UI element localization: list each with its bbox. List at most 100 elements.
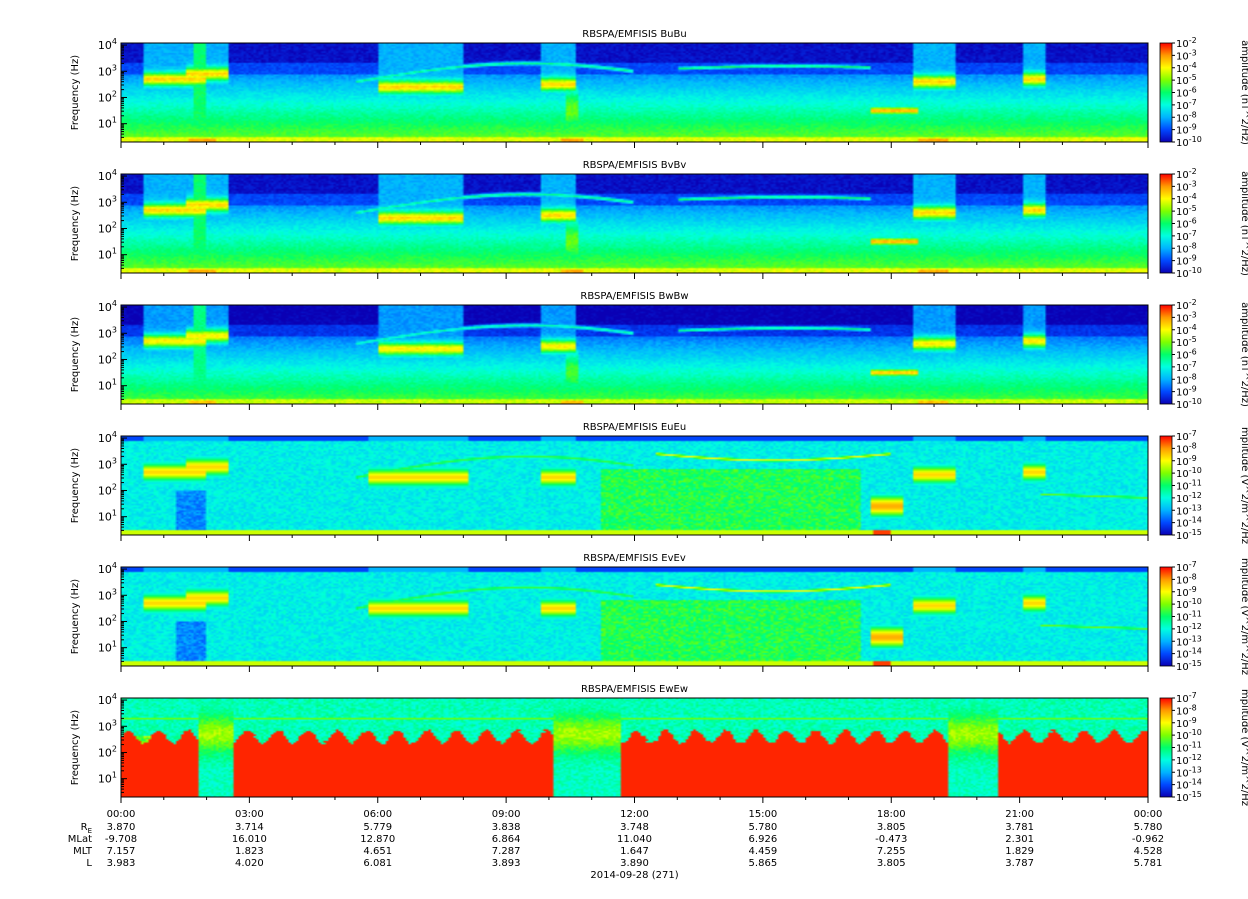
x-tick-label: 00:00 [1134,809,1163,820]
panel-title: RBSPA/EMFISIS BwBw [580,291,688,302]
y-tick-label: 102 [98,613,117,628]
colorbar-tick-label: 10-15 [1176,528,1202,542]
colorbar-tick-exponent: -7 [1189,560,1197,569]
ephemeris-value: -0.473 [875,834,907,845]
y-tick-exponent: 2 [112,613,117,622]
y-axis-label: Frequency (Hz) [70,186,81,262]
y-tick-label: 101 [98,509,117,524]
ephemeris-label-subscript: E [88,827,92,835]
y-tick-exponent: 3 [112,63,117,72]
colorbar-tick-label: 10-15 [1176,659,1202,673]
colorbar-label: mplitude (V^2/m^2/Hz [1239,427,1248,544]
y-tick-exponent: 3 [112,194,117,203]
colorbar-tick-exponent: -7 [1189,429,1197,438]
ephemeris-value: 4.020 [235,858,264,869]
y-tick-exponent: 4 [112,430,117,439]
ephemeris-value: 3.805 [877,858,906,869]
y-tick-exponent: 1 [112,640,117,649]
ephemeris-value: 3.890 [620,858,649,869]
y-tick-exponent: 4 [112,299,117,308]
y-axis-label: Frequency (Hz) [70,579,81,655]
y-tick-label: 101 [98,771,117,786]
colorbar-label: amplitude (nT^2/Hz) [1239,171,1248,276]
y-axis-label: Frequency (Hz) [70,55,81,131]
colorbar-tick-exponent: -8 [1189,372,1197,381]
y-tick-label: 103 [98,63,117,78]
ephemeris-label: L [86,858,92,869]
colorbar-tick-exponent: -10 [1189,466,1202,475]
colorbar-tick-exponent: -5 [1189,204,1197,213]
colorbar-tick-exponent: -3 [1189,179,1197,188]
y-tick-label: 103 [98,194,117,209]
colorbar-tick-exponent: -9 [1189,454,1197,463]
colorbar-tick-label: 10-10 [1176,266,1202,280]
spectrogram-image [121,698,1148,797]
y-tick-label: 101 [98,116,117,131]
colorbar-tick-exponent: -9 [1189,585,1197,594]
x-tick-label: 18:00 [877,809,906,820]
x-tick-label: 09:00 [492,809,521,820]
ephemeris-value: 3.805 [877,822,906,833]
y-tick-exponent: 1 [112,247,117,256]
colorbar-tick-exponent: -14 [1189,778,1202,787]
colorbar [1159,697,1173,798]
colorbar [1159,435,1173,536]
y-tick-label: 102 [98,482,117,497]
y-tick-label: 102 [98,744,117,759]
ephemeris-value: 1.829 [1005,846,1034,857]
colorbar-tick-label: 10-10 [1176,397,1202,411]
spectrogram-panel: RBSPA/EMFISIS BuBu 101 102 103 104 Frequency … [70,29,1248,149]
colorbar-label: mplitude (V^2/m^2/Hz [1239,558,1248,675]
colorbar-tick-exponent: -11 [1189,479,1202,488]
spectrogram-image [121,43,1148,142]
ephemeris-label: MLat [68,834,92,845]
spectrogram-image [121,305,1148,404]
colorbar-tick-exponent: -11 [1189,741,1202,750]
x-tick-label: 06:00 [363,809,392,820]
colorbar-label: amplitude (nT^2/Hz) [1239,302,1248,407]
y-tick-exponent: 4 [112,37,117,46]
colorbar-tick-exponent: -7 [1189,98,1197,107]
colorbar-tick-exponent: -14 [1189,647,1202,656]
colorbar-tick-exponent: -13 [1189,634,1202,643]
spectrogram-panel: RBSPA/EMFISIS EuEu 101 102 103 104 Frequency … [70,422,1248,544]
colorbar-tick-exponent: -10 [1189,135,1202,144]
ephemeris-value: 3.983 [107,858,136,869]
x-tick-label: 03:00 [235,809,264,820]
ephemeris-value: 1.823 [235,846,264,857]
ephemeris-value: 3.838 [492,822,521,833]
panel-title: RBSPA/EMFISIS BvBv [583,160,687,171]
spectrogram-panel: RBSPA/EMFISIS EwEw 101 102 103 104 Frequency … [70,684,1248,806]
ephemeris-value: 6.864 [492,834,521,845]
colorbar-tick-exponent: -9 [1189,716,1197,725]
y-tick-exponent: 1 [112,378,117,387]
y-tick-label: 101 [98,640,117,655]
ephemeris-value: 3.870 [107,822,136,833]
colorbar-tick-exponent: -12 [1189,753,1202,762]
colorbar-tick-exponent: -7 [1189,691,1197,700]
ephemeris-value: 5.779 [363,822,392,833]
y-tick-exponent: 4 [112,561,117,570]
ephemeris-value: 12.870 [360,834,395,845]
colorbar-tick-exponent: -15 [1189,528,1202,537]
colorbar-tick-label: 10-15 [1176,790,1202,804]
colorbar-tick-exponent: -14 [1189,516,1202,525]
colorbar-tick-exponent: -10 [1189,397,1202,406]
ephemeris-value: -9.708 [105,834,137,845]
spectrogram-panel: RBSPA/EMFISIS EvEv 101 102 103 104 Frequency … [70,553,1248,675]
y-axis-label: Frequency (Hz) [70,710,81,786]
ephemeris-label: RE [81,822,92,835]
ephemeris-value: 5.781 [1134,858,1163,869]
ephemeris-value: 6.926 [749,834,778,845]
colorbar-tick-exponent: -7 [1189,360,1197,369]
y-tick-exponent: 2 [112,351,117,360]
ephemeris-value: 11.040 [617,834,652,845]
y-axis-label: Frequency (Hz) [70,317,81,393]
ephemeris-value: 7.255 [877,846,906,857]
colorbar-tick-exponent: -12 [1189,491,1202,500]
colorbar [1159,42,1173,143]
x-tick-label: 12:00 [620,809,649,820]
ephemeris-value: 2.301 [1005,834,1034,845]
y-tick-exponent: 1 [112,116,117,125]
spectrogram-image [121,436,1148,535]
